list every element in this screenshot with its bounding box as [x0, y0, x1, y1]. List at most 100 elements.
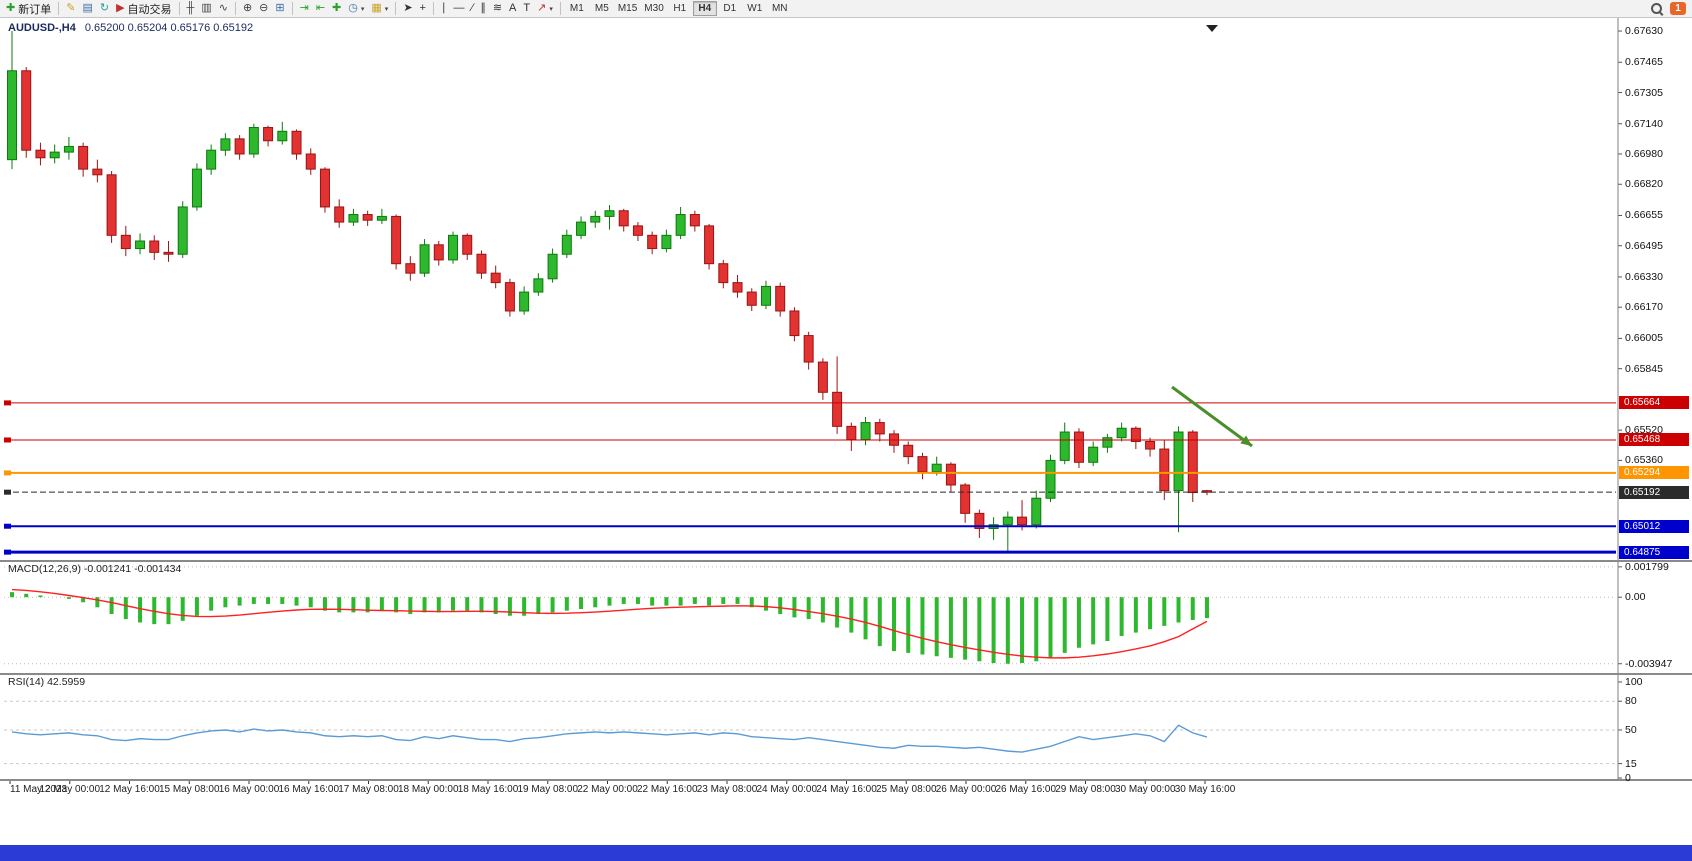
- bar-chart-button[interactable]: ╫: [184, 1, 198, 17]
- rsi-axis-label: 0: [1625, 772, 1631, 784]
- price-axis-label: 0.67465: [1625, 56, 1663, 69]
- price-axis-label: 0.65520: [1625, 424, 1663, 437]
- channel-button[interactable]: ∥: [477, 1, 489, 17]
- timeframe-M15[interactable]: M15: [615, 1, 640, 16]
- macd-histogram-layer: [10, 592, 1209, 664]
- metaeditor-button[interactable]: ✎: [63, 1, 78, 17]
- chart-shift-button[interactable]: ⇤: [313, 1, 328, 17]
- label-button[interactable]: T: [520, 1, 533, 17]
- toolbar-separator: [395, 2, 397, 15]
- main-macd-divider[interactable]: [0, 560, 1692, 562]
- line-left-marker: [4, 489, 11, 495]
- toolbar-separator: [559, 2, 561, 15]
- periods-dropdown-icon: ◷: [348, 2, 358, 14]
- price-axis-label: 0.67305: [1625, 86, 1663, 99]
- vertical-line-icon: ∣: [440, 2, 447, 14]
- chart-title: AUDUSD-,H4 0.65200 0.65204 0.65176 0.6519…: [8, 22, 253, 34]
- line-chart-button[interactable]: ∿: [216, 1, 231, 17]
- autotrading-button[interactable]: ▶ 自动交易: [113, 1, 174, 17]
- caret-icon: ▾: [549, 5, 553, 13]
- tile-windows-button[interactable]: ⊞: [272, 1, 287, 17]
- horizontal-line-button[interactable]: —: [450, 1, 467, 17]
- zoom-out-icon: ⊖: [259, 2, 269, 14]
- indicators-button[interactable]: ✚: [329, 1, 344, 17]
- trendline-icon: ∕: [471, 2, 474, 14]
- chart-shift-marker[interactable]: [1206, 25, 1218, 32]
- line-left-marker: [4, 470, 11, 476]
- notification-badge[interactable]: 1: [1670, 2, 1686, 15]
- vertical-line-button[interactable]: ∣: [438, 1, 450, 17]
- chart-window: AUDUSD-,H4 0.65200 0.65204 0.65176 0.6519…: [0, 18, 1692, 845]
- toolbar-separator: [58, 2, 60, 15]
- price-badge: 0.65468: [1619, 433, 1689, 447]
- line-left-marker: [4, 523, 11, 529]
- timeframe-H1[interactable]: H1: [668, 1, 692, 16]
- rsi-axis-label: 80: [1625, 695, 1637, 708]
- time-axis-label: 16 May 00:00: [218, 784, 280, 795]
- arrows-tool-icon: ↗: [537, 2, 547, 14]
- time-axis-label: 29 May 08:00: [1055, 784, 1116, 795]
- price-badge: 0.65012: [1619, 519, 1689, 533]
- time-axis-label: 18 May 00:00: [397, 784, 459, 795]
- timeframe-M30[interactable]: M30: [641, 1, 666, 16]
- price-axis-label: 0.66820: [1625, 178, 1663, 191]
- search-icon[interactable]: [1651, 3, 1662, 14]
- metaeditor-icon: ✎: [66, 2, 76, 14]
- timeframe-M5[interactable]: M5: [590, 1, 614, 16]
- chart-canvas[interactable]: [0, 18, 1692, 845]
- trendline-button[interactable]: ∕: [468, 1, 476, 17]
- timeframe-W1[interactable]: W1: [743, 1, 767, 16]
- price-axis-label: 0.66330: [1625, 270, 1663, 283]
- horizontal-line-icon: —: [453, 2, 465, 14]
- chart-ohlc-values: 0.65200 0.65204 0.65176 0.65192: [84, 22, 254, 34]
- price-axis-label: 0.65845: [1625, 362, 1663, 375]
- time-axis-label: 22 May 00:00: [577, 784, 638, 795]
- time-axis-label: 30 May 16:00: [1174, 784, 1236, 795]
- timeframe-MN[interactable]: MN: [768, 1, 792, 16]
- cursor-button[interactable]: ➤: [400, 1, 415, 17]
- time-axis-label: 19 May 08:00: [517, 784, 579, 795]
- macd-rsi-divider[interactable]: [0, 673, 1692, 675]
- price-axis-label: 0.66495: [1625, 239, 1663, 252]
- bar-chart-icon: ╫: [186, 2, 195, 14]
- time-axis-label: 26 May 00:00: [935, 784, 997, 795]
- refresh-button[interactable]: ↻: [97, 1, 112, 17]
- caret-icon: ▾: [360, 5, 365, 13]
- auto-scroll-button[interactable]: ⇥: [297, 1, 312, 17]
- crosshair-button[interactable]: +: [417, 1, 429, 17]
- text-button[interactable]: A: [506, 1, 519, 17]
- price-axis-label: 0.66980: [1625, 147, 1663, 160]
- price-axis-label: 0.66170: [1625, 301, 1663, 314]
- zoom-in-button[interactable]: ⊕: [240, 1, 255, 17]
- time-axis-label: 24 May 00:00: [756, 784, 818, 795]
- candlestick-chart-button[interactable]: ▥: [198, 1, 214, 17]
- rsi-axis-label: 100: [1625, 676, 1643, 688]
- new-order-icon: ✚: [6, 2, 16, 14]
- trend-arrow[interactable]: [1171, 385, 1253, 448]
- label-icon: T: [523, 2, 531, 14]
- rsi-axis-label: 50: [1625, 724, 1637, 736]
- candles-layer: [7, 31, 1212, 552]
- crosshair-icon: +: [419, 2, 426, 14]
- taskbar[interactable]: [0, 845, 1692, 861]
- time-axis-label: 24 May 16:00: [816, 784, 877, 795]
- price-badge: 0.65192: [1619, 485, 1689, 499]
- market-watch-button[interactable]: ▤: [79, 1, 95, 17]
- line-left-marker: [4, 437, 11, 443]
- periods-dropdown-button[interactable]: ◷ ▾: [345, 1, 367, 17]
- timeframe-D1[interactable]: D1: [718, 1, 742, 16]
- templates-dropdown-button[interactable]: ▦ ▾: [368, 1, 391, 17]
- zoom-out-button[interactable]: ⊖: [256, 1, 271, 17]
- macd-signal-line: [11, 588, 1208, 659]
- candlestick-chart-icon: ▥: [201, 2, 212, 14]
- timeframe-H4[interactable]: H4: [692, 1, 717, 16]
- arrows-tool-button[interactable]: ↗ ▾: [534, 1, 556, 17]
- fibonacci-button[interactable]: ≋: [490, 1, 505, 17]
- line-left-marker: [4, 549, 11, 555]
- price-axis-label: 0.65360: [1625, 454, 1663, 467]
- toolbar-right: 1: [1651, 2, 1689, 15]
- chart-time-divider[interactable]: [0, 779, 1692, 781]
- new-order-button[interactable]: ✚ 新订单: [3, 1, 54, 17]
- time-axis-label: 17 May 08:00: [338, 784, 399, 795]
- timeframe-M1[interactable]: M1: [565, 1, 589, 16]
